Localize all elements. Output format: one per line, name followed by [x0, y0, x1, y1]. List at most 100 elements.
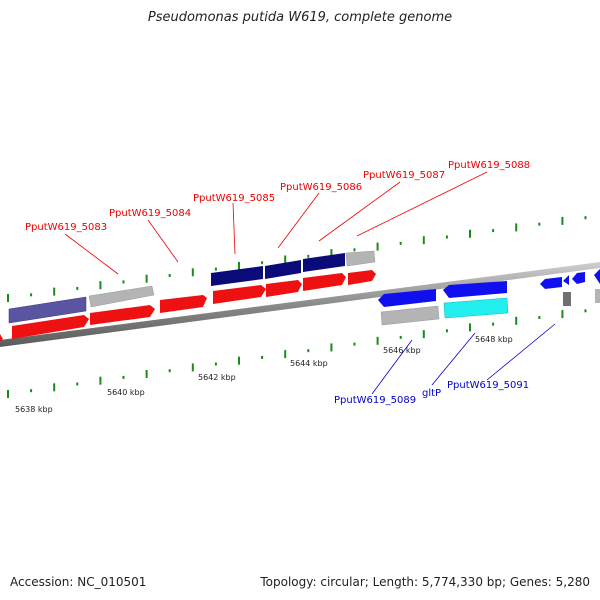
- map-title: Pseudomonas putida W619, complete genome: [147, 10, 453, 25]
- scale-tick-major: [99, 376, 102, 385]
- gene-arrow-reverse[interactable]: [594, 269, 600, 284]
- scale-labels: 5638 kbp 5640 kbp 5642 kbp 5644 kbp 5646…: [15, 335, 513, 414]
- leader-line: [147, 219, 179, 263]
- leader-line: [356, 171, 488, 237]
- scale-tick-major: [191, 268, 194, 277]
- gene-feature-cds[interactable]: [303, 253, 345, 272]
- scale-tick-minor: [538, 222, 541, 226]
- leader-line: [486, 323, 556, 381]
- gene-arrow-forward[interactable]: [303, 273, 346, 291]
- scale-tick-major: [53, 383, 56, 392]
- gene-arrow-reverse[interactable]: [540, 277, 562, 289]
- scale-label: 5642 kbp: [198, 373, 236, 382]
- scale-tick-minor: [399, 335, 402, 339]
- scale-tick-minor: [353, 342, 356, 346]
- gene-arrow-forward[interactable]: [12, 315, 89, 339]
- scale-tick-minor: [76, 286, 79, 290]
- gene-label[interactable]: PputW619_5087: [363, 170, 445, 181]
- scale-tick-minor: [76, 382, 79, 386]
- gene-arrow-forward[interactable]: [213, 285, 266, 304]
- gene-arrow-reverse[interactable]: [443, 281, 507, 298]
- leader-line: [277, 192, 320, 249]
- scale-tick-minor: [445, 235, 448, 239]
- gene-arrow-forward[interactable]: [0, 334, 3, 341]
- leader-line: [64, 233, 119, 275]
- scale-tick-minor: [261, 355, 264, 359]
- scale-tick-minor: [538, 316, 541, 319]
- scale-tick-major: [191, 363, 194, 372]
- gene-label[interactable]: gltP: [422, 388, 441, 399]
- scale-tick-minor: [30, 293, 33, 297]
- gene-feature-cds[interactable]: [265, 260, 301, 279]
- scale-label: 5640 kbp: [107, 388, 145, 397]
- gene-arrow-forward[interactable]: [266, 280, 302, 297]
- scale-tick-minor: [122, 375, 125, 379]
- gene-arrow-forward[interactable]: [90, 305, 155, 325]
- gene-feature-cds[interactable]: [211, 266, 263, 286]
- scale-tick-minor: [168, 369, 171, 373]
- gene-label[interactable]: PputW619_5089: [334, 395, 416, 406]
- scale-tick-major: [376, 242, 379, 251]
- scale-tick-major: [145, 370, 148, 378]
- label-leaders: [64, 171, 556, 395]
- genome-summary: Topology: circular; Length: 5,774,330 bp…: [260, 575, 590, 589]
- gene-arrow-reverse[interactable]: [563, 275, 569, 285]
- scale-tick-major: [422, 236, 425, 245]
- scale-tick-major: [561, 310, 564, 319]
- gene-feature-other[interactable]: [380, 305, 440, 326]
- top-scale-ticks: [7, 216, 587, 302]
- scale-tick-minor: [445, 329, 448, 333]
- scale-tick-major: [238, 261, 240, 270]
- scale-tick-major: [99, 281, 102, 290]
- scale-label: 5638 kbp: [15, 405, 53, 414]
- gene-feature-cds[interactable]: [8, 296, 87, 324]
- forward-strand-row1: [8, 250, 376, 324]
- scale-tick-minor: [353, 248, 356, 252]
- scale-tick-major: [330, 343, 333, 352]
- scale-tick-minor: [399, 241, 402, 245]
- gene-label[interactable]: PputW619_5085: [193, 193, 275, 204]
- leader-line: [371, 339, 413, 395]
- scale-tick-major: [376, 336, 379, 345]
- scale-tick-major: [469, 229, 471, 238]
- scale-label: 5646 kbp: [383, 346, 421, 355]
- scale-label: 5648 kbp: [475, 335, 513, 344]
- scale-tick-major: [284, 350, 287, 359]
- leader-line: [232, 202, 236, 255]
- gene-arrow-forward[interactable]: [348, 270, 376, 285]
- gene-feature-other[interactable]: [345, 250, 376, 267]
- bottom-scale-ticks: [7, 309, 587, 398]
- leader-line: [431, 332, 476, 386]
- scale-tick-minor: [30, 389, 33, 393]
- scale-tick-major: [7, 294, 9, 302]
- gene-label[interactable]: PputW619_5084: [109, 208, 191, 219]
- scale-tick-major: [7, 390, 9, 398]
- gene-arrow-forward[interactable]: [160, 295, 207, 313]
- gene-feature-pseudo[interactable]: [563, 292, 571, 306]
- gene-feature-pseudo[interactable]: [595, 289, 600, 303]
- gene-label[interactable]: PputW619_5091: [447, 380, 529, 391]
- scale-tick-major: [238, 356, 240, 365]
- scale-tick-minor: [584, 216, 587, 220]
- gene-arrow-reverse[interactable]: [572, 272, 585, 284]
- gene-labels: PputW619_5083 PputW619_5084 PputW619_508…: [25, 160, 530, 406]
- scale-tick-minor: [168, 274, 171, 277]
- scale-tick-major: [145, 274, 148, 283]
- scale-tick-major: [515, 223, 518, 232]
- scale-tick-minor: [122, 280, 125, 284]
- accession-label: Accession: NC_010501: [10, 575, 147, 589]
- scale-label: 5644 kbp: [290, 359, 328, 368]
- scale-tick-minor: [307, 349, 310, 353]
- scale-tick-major: [53, 287, 56, 296]
- scale-tick-major: [284, 255, 287, 264]
- gene-label[interactable]: PputW619_5088: [448, 160, 530, 171]
- genome-backbone: [0, 262, 600, 347]
- gene-label[interactable]: PputW619_5083: [25, 222, 107, 233]
- scale-tick-major: [422, 330, 425, 339]
- gene-feature-trna[interactable]: [443, 297, 509, 319]
- gene-feature-other[interactable]: [88, 285, 155, 308]
- scale-tick-minor: [214, 267, 217, 271]
- gene-arrow-reverse[interactable]: [378, 289, 436, 307]
- gene-label[interactable]: PputW619_5086: [280, 182, 362, 193]
